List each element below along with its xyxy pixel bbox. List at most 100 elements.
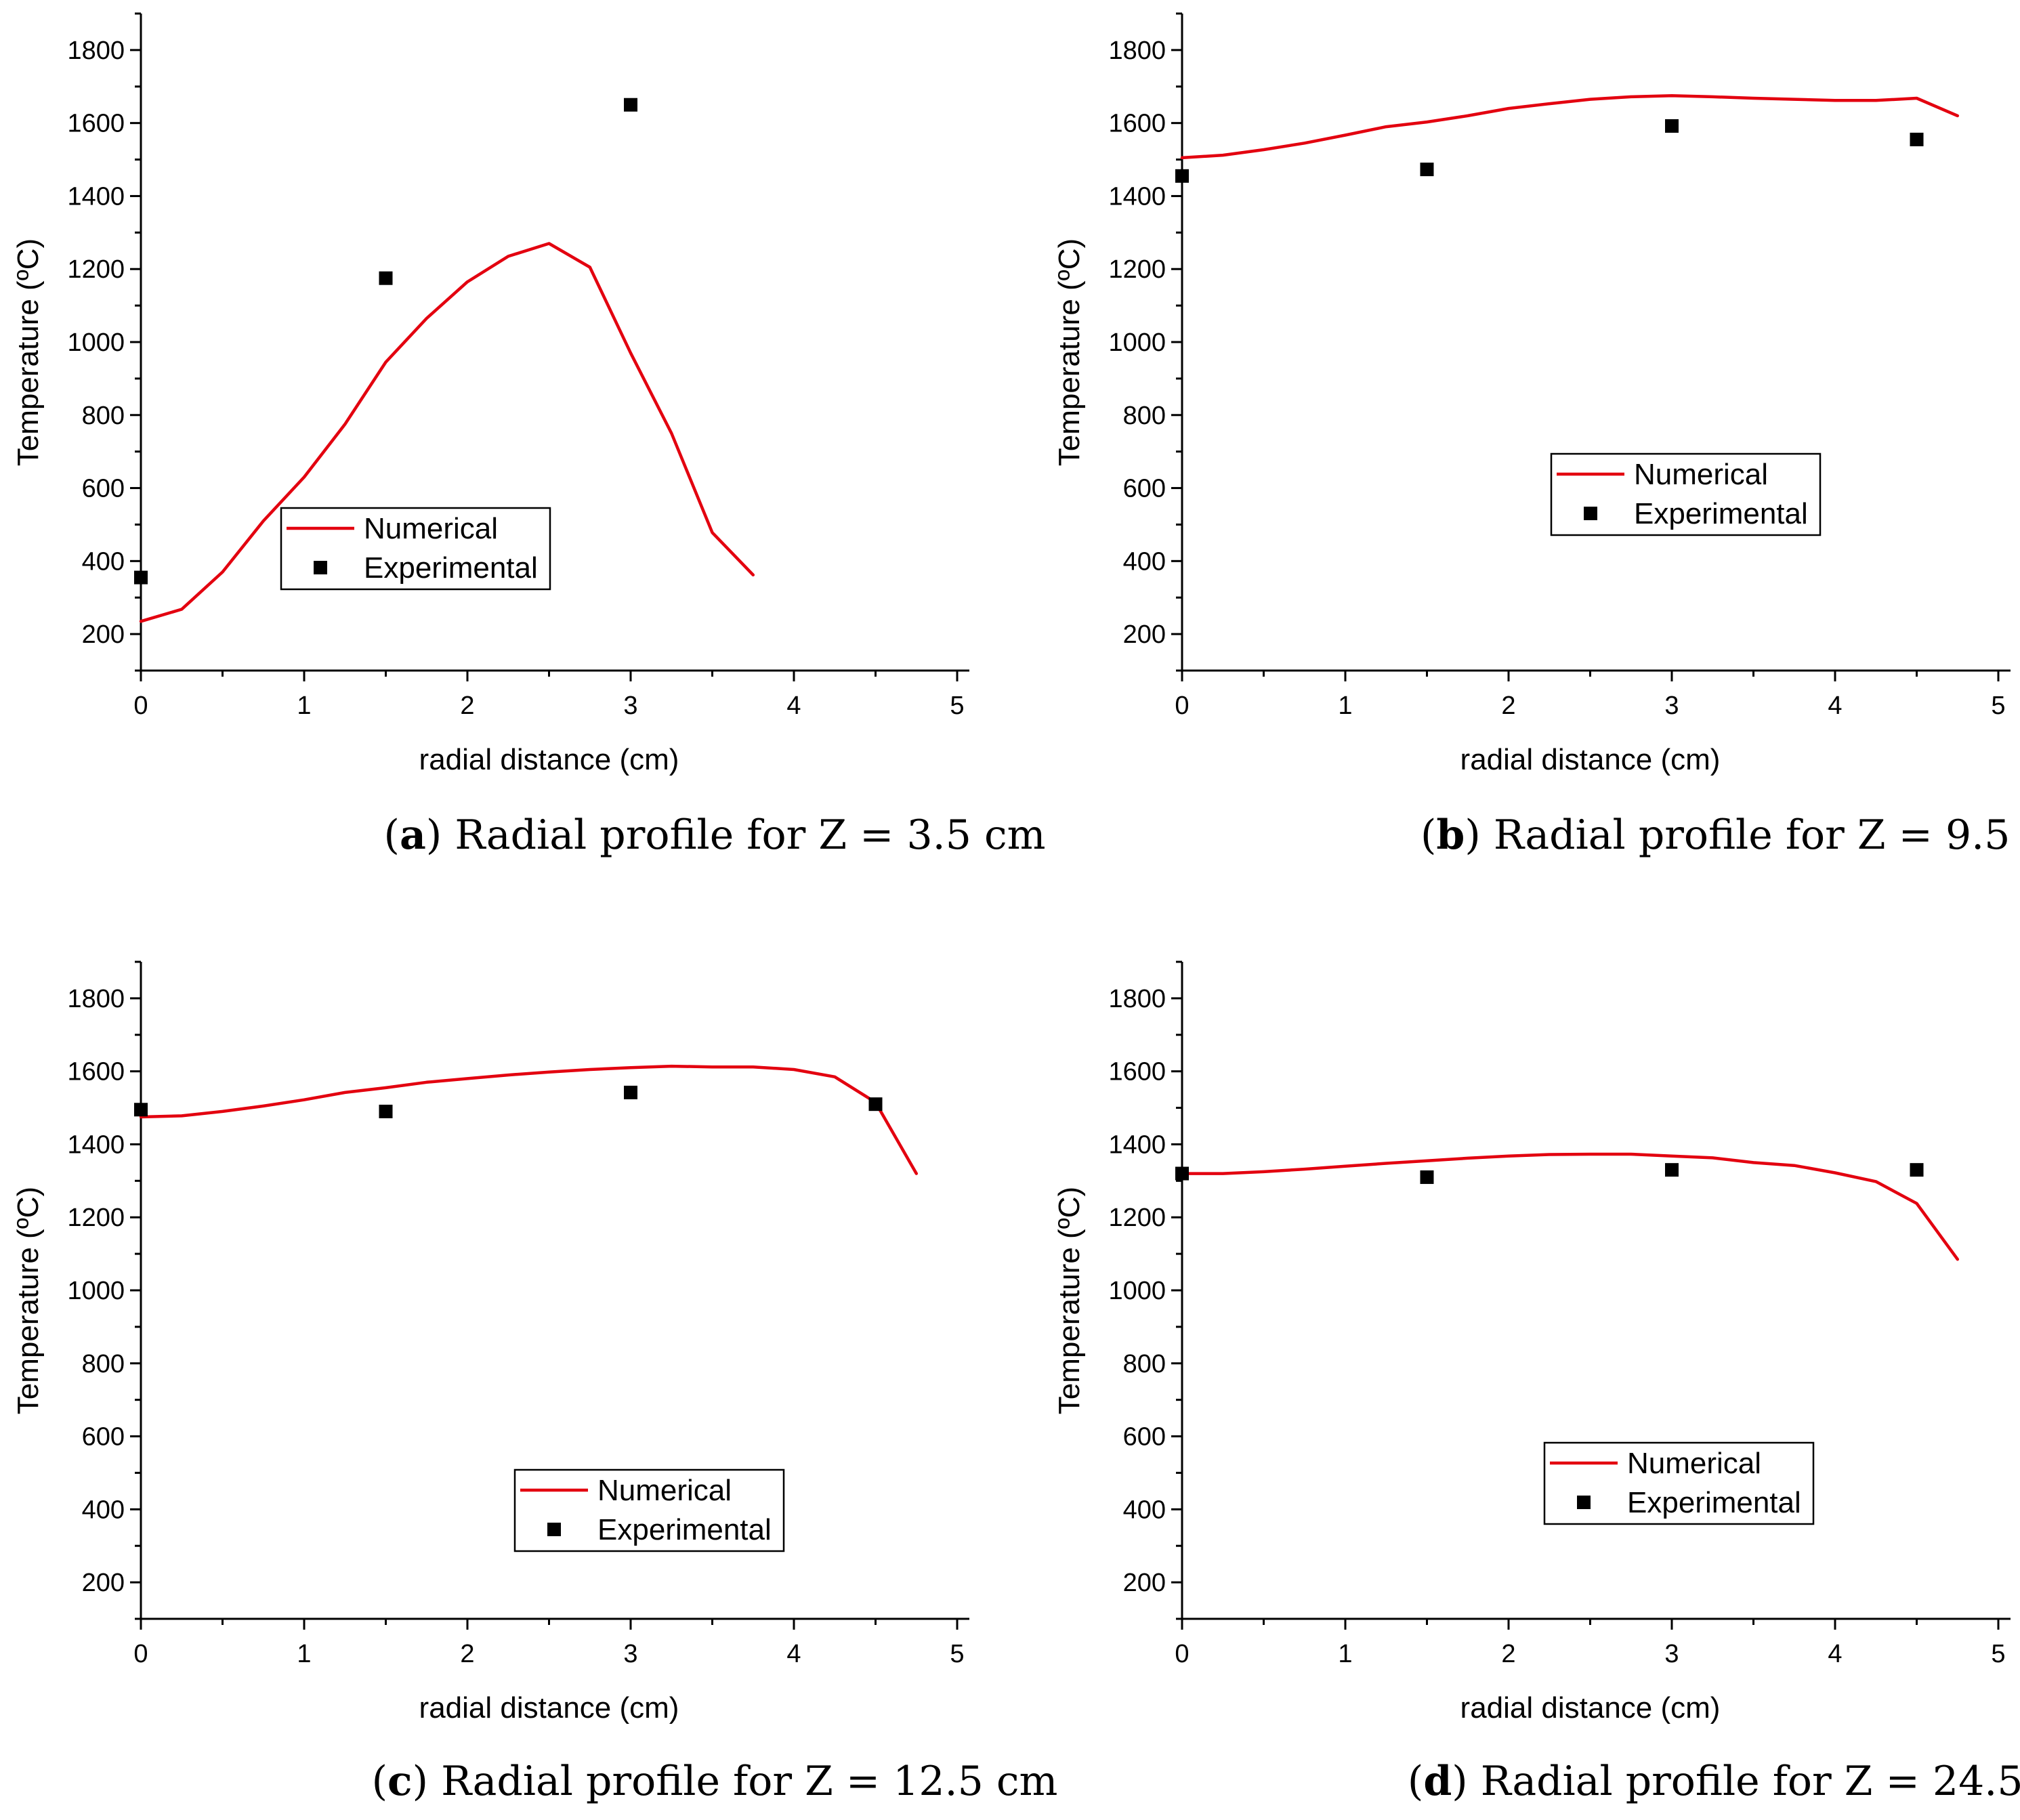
panel-c: 0 1 2 3 4 5 200 400 600 800 1000 1200 1400 1600 1800 ra… [12, 960, 1058, 1805]
panel-c-experimental-point [379, 1104, 393, 1118]
panel-d-legend-experimental-label: Experimental [1627, 1486, 1801, 1519]
panel-d-x-axis-title: radial distance (cm) [1460, 1691, 1721, 1724]
panel-b-y-tick-label: 800 [1123, 402, 1166, 430]
panel-c-y-tick-label: 1400 [67, 1130, 125, 1159]
panel-d-x-tick-label: 0 [1175, 1640, 1189, 1668]
panel-c-x-tick-label: 3 [623, 1640, 637, 1668]
panel-c-y-tick-label: 1800 [67, 985, 125, 1013]
panel-d-numerical-line [1180, 1152, 1960, 1261]
panel-d-experimental-point [1665, 1163, 1679, 1177]
panel-d-x-tick-label: 4 [1828, 1640, 1842, 1668]
panel-b-experimental-point [1175, 169, 1189, 183]
panel-d-legend-numerical-label: Numerical [1627, 1447, 1761, 1480]
panel-c-legend-experimental-swatch [547, 1523, 561, 1536]
panel-a-y-tick-label: 1000 [67, 329, 125, 357]
panel-d-y-tick-label: 800 [1123, 1350, 1166, 1378]
panel-b-numerical-line [1180, 94, 1960, 160]
panel-a-y-tick-label: 600 [82, 475, 125, 503]
panel-d-y-tick-label: 600 [1123, 1423, 1166, 1452]
panel-a-x-tick-label: 1 [297, 692, 311, 720]
panel-a: 0 1 2 3 4 5 200 400 600 800 1000 1200 1400 1600 1800 ra… [12, 12, 1046, 859]
panel-b-experimental-point [1910, 132, 1924, 146]
panel-a-x-tick-label: 3 [623, 692, 637, 720]
panel-b-y-tick-label: 400 [1123, 547, 1166, 576]
panel-a-y-tick-label: 400 [82, 547, 125, 576]
panel-d-y-tick-label: 1800 [1108, 985, 1166, 1013]
panel-c-plot: 0 1 2 3 4 5 200 400 600 800 1000 1200 1400 1600 1800 ra… [12, 960, 969, 1724]
panel-d-x-tick-label: 3 [1664, 1640, 1679, 1668]
panel-c-x-tick-label: 5 [950, 1640, 964, 1668]
panel-a-legend-box [280, 507, 551, 591]
panel-a-plot: 0 1 2 3 4 5 200 400 600 800 1000 1200 1400 1600 1800 ra… [12, 12, 969, 776]
panel-c-y-tick-label: 1600 [67, 1058, 125, 1086]
panel-c-numerical-line [139, 1064, 919, 1175]
panel-a-legend-numerical-label: Numerical [364, 512, 498, 545]
panel-b-legend-numerical-label: Numerical [1634, 458, 1768, 491]
panel-b-legend-box [1550, 452, 1822, 536]
panel-a-numerical-line [139, 242, 755, 623]
panel-a-experimental-point [134, 570, 148, 585]
panel-c-caption: (c) Radial profile for Z = 12.5 cm [372, 1758, 1058, 1805]
panel-d-letter: d [1423, 1758, 1452, 1805]
panel-b-caption: (b) Radial profile for Z = 9.5 cm [1421, 811, 2020, 859]
panel-a-x-tick-label: 4 [786, 692, 801, 720]
panel-b-experimental-point [1665, 119, 1679, 133]
panel-c-y-tick-label: 1200 [67, 1204, 125, 1232]
panel-c-y-tick-label: 200 [82, 1569, 125, 1597]
panel-d-y-tick-label: 1600 [1108, 1058, 1166, 1086]
panel-b-legend-experimental-label: Experimental [1634, 497, 1808, 530]
panel-b-y-axis-title: Temperature (ºC) [1053, 238, 1086, 466]
panel-a-experimental-point [379, 271, 393, 285]
panel-c-legend-experimental-label: Experimental [597, 1513, 772, 1546]
panel-d-experimental-point [1420, 1170, 1434, 1184]
panel-c-experimental-point [868, 1097, 883, 1112]
panel-a-y-tick-label: 1200 [67, 255, 125, 284]
panel-b-x-tick-label: 1 [1338, 692, 1352, 720]
panel-b-y-tick-label: 1800 [1108, 37, 1166, 65]
panel-d-x-tick-label: 2 [1501, 1640, 1515, 1668]
panel-a-y-axis-title: Temperature (ºC) [12, 238, 45, 466]
panel-d-x-tick-label: 1 [1338, 1640, 1352, 1668]
panel-b-letter: b [1436, 811, 1465, 859]
panel-c-x-tick-label: 1 [297, 1640, 311, 1668]
panel-d-x-tick-label: 5 [1991, 1640, 2005, 1668]
panel-a-letter: a [400, 811, 426, 859]
panel-b-y-tick-label: 1200 [1108, 255, 1166, 284]
panel-b-y-tick-label: 1600 [1108, 110, 1166, 138]
panel-c-x-tick-label: 0 [133, 1640, 148, 1668]
panel-d-plot: 0 1 2 3 4 5 200 400 600 800 1000 1200 1400 1600 1800 ra… [1053, 960, 2011, 1724]
panel-c-x-tick-label: 4 [786, 1640, 801, 1668]
panel-a-caption-text: Radial profile for Z = 3.5 cm [455, 811, 1045, 859]
panel-b-x-axis-title: radial distance (cm) [1460, 743, 1721, 776]
panel-c-y-tick-label: 1000 [67, 1277, 125, 1305]
panel-d: 0 1 2 3 4 5 200 400 600 800 1000 1200 1400 1600 1800 ra… [1053, 960, 2020, 1805]
panel-c-legend-numerical-label: Numerical [597, 1474, 732, 1507]
panel-d-y-tick-label: 400 [1123, 1496, 1166, 1524]
panel-b-y-tick-label: 1400 [1108, 182, 1166, 211]
panel-c-caption-text: Radial profile for Z = 12.5 cm [441, 1758, 1057, 1805]
panel-d-y-tick-label: 1000 [1108, 1277, 1166, 1305]
panel-b-x-tick-label: 3 [1664, 692, 1679, 720]
panel-c-x-axis-title: radial distance (cm) [419, 1691, 679, 1724]
panel-b: 0 1 2 3 4 5 200 400 600 800 1000 1200 1400 1600 1800 ra… [1053, 12, 2020, 859]
panel-c-experimental-point [134, 1103, 148, 1117]
panel-c-y-tick-label: 400 [82, 1496, 125, 1524]
panel-b-experimental-point [1420, 163, 1434, 177]
panel-d-experimental-point [1175, 1166, 1189, 1181]
panel-a-x-tick-label: 2 [460, 692, 474, 720]
panel-a-y-tick-label: 1400 [67, 182, 125, 211]
panel-c-y-tick-label: 800 [82, 1350, 125, 1378]
panel-b-x-tick-label: 4 [1828, 692, 1842, 720]
panel-a-x-axis-title: radial distance (cm) [419, 743, 679, 776]
panel-b-x-tick-label: 0 [1175, 692, 1189, 720]
panel-b-caption-text: Radial profile for Z = 9.5 cm [1494, 811, 2020, 859]
panel-a-caption: (a) Radial profile for Z = 3.5 cm [384, 811, 1046, 859]
panel-c-letter: c [387, 1758, 413, 1805]
panel-a-legend-experimental-swatch [314, 561, 327, 574]
panel-b-y-tick-label: 200 [1123, 620, 1166, 649]
panel-d-experimental-point [1910, 1163, 1924, 1177]
panel-c-x-tick-label: 2 [460, 1640, 474, 1668]
panel-c-legend-box [513, 1468, 785, 1552]
panel-b-x-tick-label: 5 [1991, 692, 2005, 720]
